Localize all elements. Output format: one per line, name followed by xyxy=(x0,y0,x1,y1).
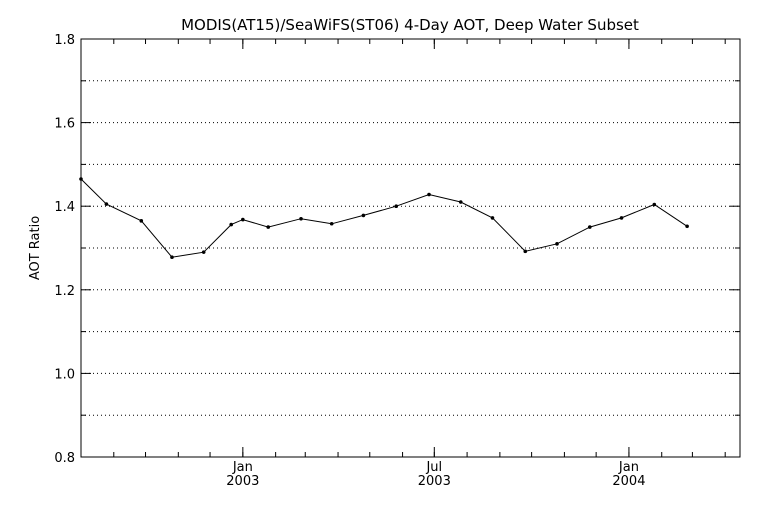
x-tick-label-month: Jan xyxy=(618,460,639,475)
data-point xyxy=(299,216,303,221)
data-point xyxy=(652,202,657,207)
data-point xyxy=(79,177,83,181)
data-point xyxy=(394,204,399,208)
data-point xyxy=(170,255,174,259)
y-tick-label: 1.4 xyxy=(54,200,75,215)
data-point xyxy=(229,222,234,227)
data-point xyxy=(266,225,271,229)
y-tick-label: 0.8 xyxy=(54,451,75,466)
x-tick-label-year: 2003 xyxy=(226,474,259,489)
data-point xyxy=(458,200,463,204)
y-tick-label: 1.8 xyxy=(54,33,75,48)
data-point xyxy=(490,216,495,220)
data-point xyxy=(523,249,528,254)
y-axis: 0.8 1.0 1.2 1.4 1.6 1.8 xyxy=(54,33,740,466)
data-point xyxy=(555,242,559,246)
data-point xyxy=(104,202,109,206)
data-point xyxy=(587,225,592,229)
chart-title: MODIS(AT15)/SeaWiFS(ST06) 4-Day AOT, Dee… xyxy=(181,16,639,34)
x-tick-label-year: 2003 xyxy=(418,474,451,489)
gridlines xyxy=(81,80,740,416)
data-point xyxy=(201,250,206,254)
data-point xyxy=(361,213,366,218)
data-point xyxy=(685,224,689,229)
x-tick-label-month: Jul xyxy=(425,460,442,475)
series xyxy=(79,177,689,259)
data-point xyxy=(619,216,624,220)
data-point xyxy=(427,192,431,197)
series-line xyxy=(80,178,688,258)
y-tick-label: 1.2 xyxy=(54,284,75,299)
x-tick-label-month: Jan xyxy=(232,460,253,475)
y-tick-label: 1.6 xyxy=(54,117,75,132)
y-axis-label: AOT Ratio xyxy=(28,216,43,280)
data-point xyxy=(329,221,334,226)
x-tick-label-year: 2004 xyxy=(612,474,645,489)
data-point xyxy=(139,219,144,223)
data-point xyxy=(241,217,245,222)
y-tick-label: 1.0 xyxy=(54,367,75,382)
